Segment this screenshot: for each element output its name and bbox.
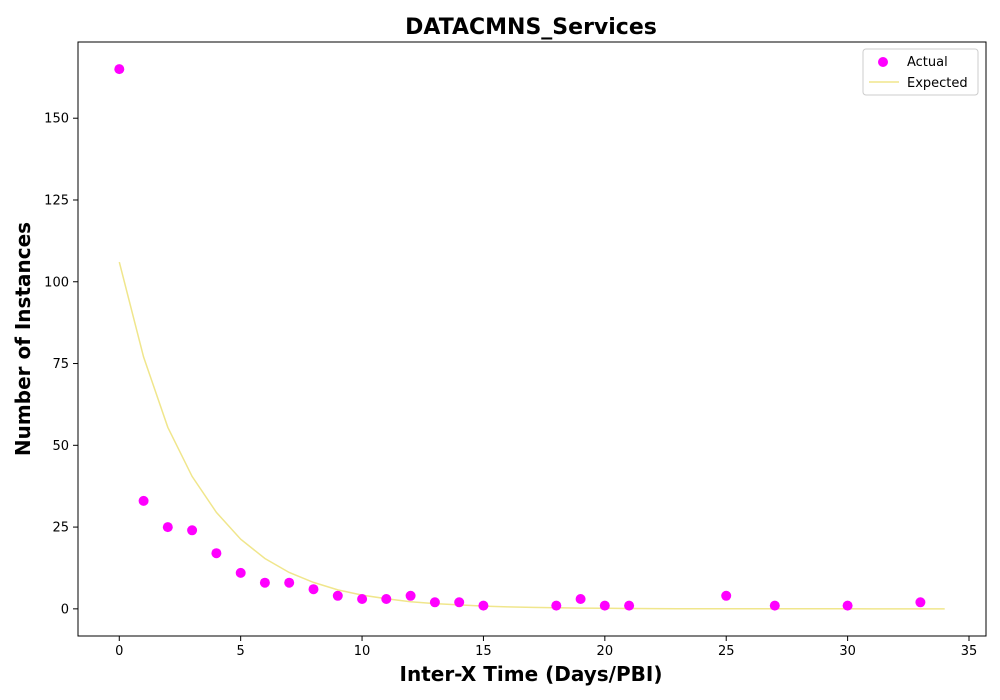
actual-point [381,594,392,604]
y-axis-ticks: 0 25 50 75 100 125 150 [44,112,78,617]
x-tick-label: 30 [839,644,856,659]
actual-point [332,590,343,601]
actual-point [138,495,149,506]
y-tick-label: 25 [52,521,69,536]
actual-point [454,597,465,608]
x-tick-label: 0 [115,644,123,659]
y-tick-label: 150 [44,112,69,127]
x-axis-label: Inter-X Time (Days/PBI) [400,662,663,686]
y-tick-label: 125 [44,193,69,208]
legend-box [862,48,979,96]
actual-point [211,548,222,559]
actual-point [478,600,489,611]
chart-title: DATACMNS_Services [405,15,657,40]
actual-point [405,590,416,601]
actual-point [842,600,853,611]
x-tick-label: 10 [354,644,371,659]
actual-point [624,600,635,611]
actual-point [114,64,125,75]
actual-point [259,577,270,588]
legend: Actual Expected [862,48,979,96]
legend-expected-label: Expected [907,76,968,91]
actual-point [308,584,319,595]
actual-point [915,597,926,608]
x-tick-label: 25 [718,644,735,659]
x-tick-label: 20 [597,644,614,659]
expected-line [118,261,945,610]
actual-point [429,597,440,608]
plot-area [77,41,987,637]
legend-actual-label: Actual [907,55,948,70]
actual-point [235,567,246,578]
legend-actual-marker [878,57,888,67]
x-tick-label: 35 [961,644,978,659]
y-tick-label: 50 [52,439,69,454]
x-tick-label: 5 [237,644,245,659]
y-tick-label: 0 [61,602,69,617]
x-axis-ticks: 0 5 10 15 20 25 30 35 [115,636,977,659]
series-layer [114,64,945,611]
actual-point [284,577,295,588]
actual-point [769,600,780,611]
x-tick-label: 15 [475,644,492,659]
actual-point [599,600,610,611]
y-tick-label: 75 [52,357,69,372]
actual-point [162,522,173,533]
actual-point [551,600,562,611]
actual-point [357,594,368,604]
actual-point [187,525,198,536]
actual-point [575,594,586,604]
y-axis-label: Number of Instances [11,222,35,456]
y-tick-label: 100 [44,275,69,290]
actual-point [721,590,732,601]
